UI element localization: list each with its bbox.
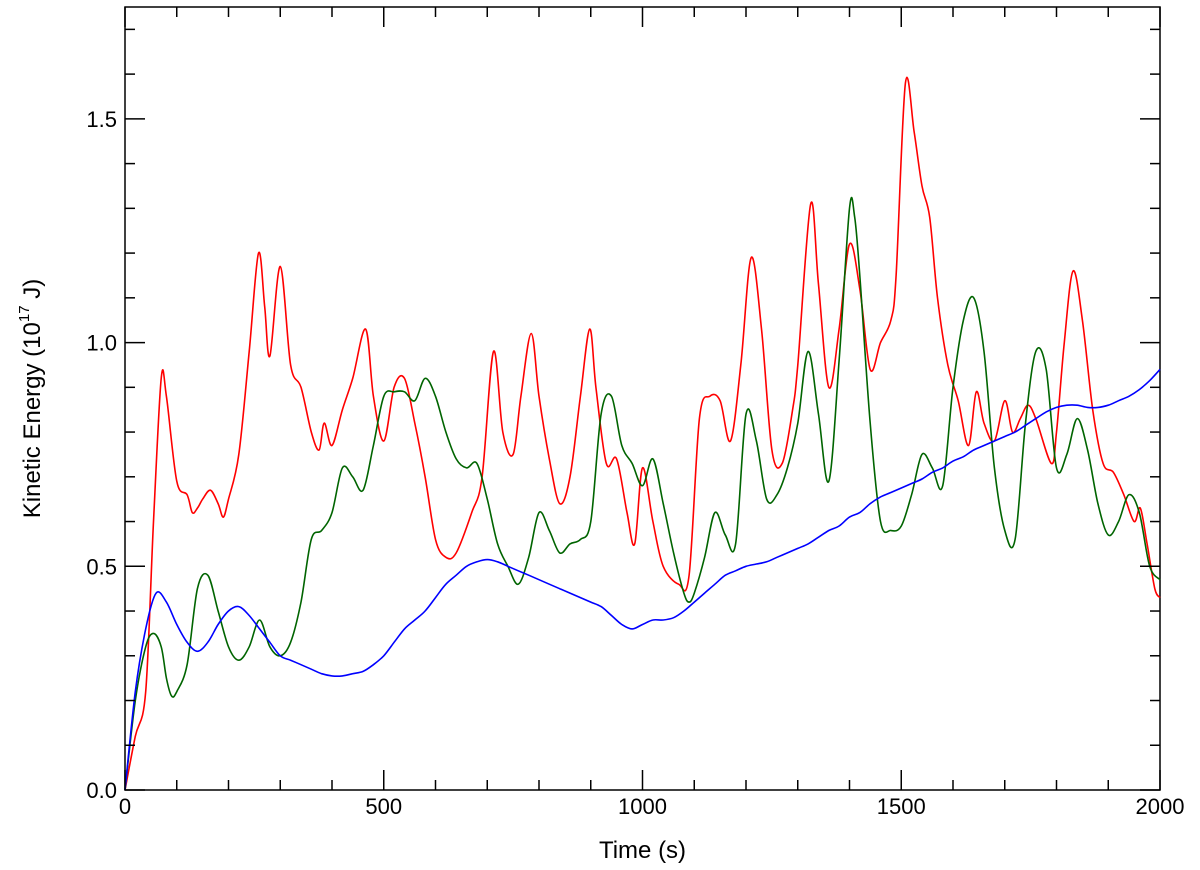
series-line-2 [124,368,1161,791]
y-tick-label: 0.5 [86,554,117,579]
x-tick-label: 1000 [618,794,667,819]
ticks-layer [124,7,1161,791]
y-axis-label: Kinetic Energy (1017 J) [16,279,46,518]
y-tick-label: 1.0 [86,331,117,356]
y-axis-label-prefix: Kinetic Energy (10 [19,322,46,518]
y-axis-label-exponent: 17 [16,305,33,322]
x-axis-label: Time (s) [599,837,686,864]
y-tick-label: 1.5 [86,107,117,132]
series-layer [124,76,1161,791]
x-tick-label: 500 [365,794,402,819]
plot-area [124,6,1161,791]
tick-labels: 0 500 1000 1500 2000 0.0 0.5 1.0 1.5 [86,107,1184,819]
y-tick-label: 0.0 [86,778,117,803]
x-tick-label: 0 [119,794,131,819]
x-tick-label: 1500 [877,794,926,819]
series-line-1 [124,196,1161,791]
series-line-0 [124,76,1161,791]
x-tick-label: 2000 [1136,794,1185,819]
plot-frame [124,6,1161,791]
y-axis-label-suffix: J) [19,279,46,306]
